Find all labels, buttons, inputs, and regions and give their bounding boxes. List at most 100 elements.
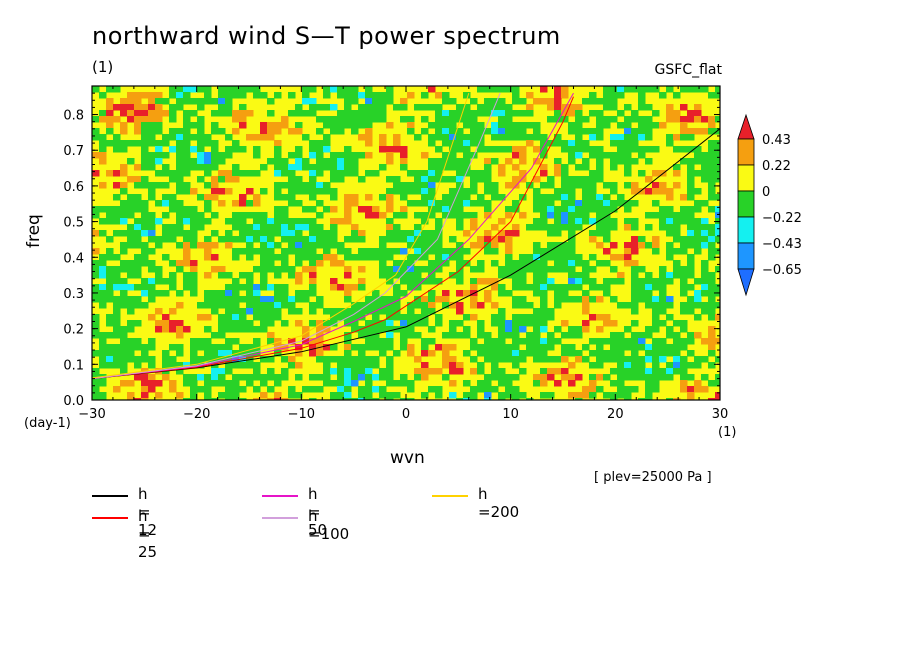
y-tick-label: 0.4 xyxy=(63,251,84,266)
heatmap-cell xyxy=(694,332,702,339)
heatmap-cell xyxy=(491,110,499,117)
heatmap-cell xyxy=(407,302,415,309)
heatmap-cell xyxy=(337,392,345,399)
heatmap-cell xyxy=(267,128,275,135)
heatmap-cell xyxy=(232,392,240,399)
heatmap-cell xyxy=(232,284,240,291)
heatmap-cell xyxy=(442,194,450,201)
heatmap-cell xyxy=(631,284,639,291)
heatmap-cell xyxy=(260,308,268,315)
heatmap-cell xyxy=(631,290,639,297)
heatmap-cell xyxy=(484,332,492,339)
heatmap-cell xyxy=(309,290,317,297)
heatmap-cell xyxy=(246,86,254,93)
heatmap-cell xyxy=(456,254,464,261)
heatmap-cell xyxy=(323,134,331,141)
heatmap-cell xyxy=(344,86,352,93)
heatmap-cell xyxy=(246,374,254,381)
heatmap-cell xyxy=(491,86,499,93)
heatmap-cell xyxy=(288,356,296,363)
heatmap-cell xyxy=(337,260,345,267)
heatmap-cell xyxy=(288,92,296,99)
heatmap-cell xyxy=(582,158,590,165)
heatmap-cell xyxy=(92,86,100,93)
curve-100-neg xyxy=(92,292,386,380)
heatmap-cell xyxy=(428,260,436,267)
heatmap-cell xyxy=(449,128,457,135)
heatmap-cell xyxy=(358,236,366,243)
heatmap-cell xyxy=(680,356,688,363)
heatmap-cell xyxy=(624,392,632,399)
heatmap-cell xyxy=(295,278,303,285)
heatmap-cell xyxy=(337,374,345,381)
heatmap-cell xyxy=(554,356,562,363)
heatmap-cell xyxy=(428,158,436,165)
heatmap-cell xyxy=(351,92,359,99)
heatmap-cell xyxy=(351,170,359,177)
heatmap-cell xyxy=(274,158,282,165)
heatmap-cell xyxy=(190,266,198,273)
heatmap-cell xyxy=(134,302,142,309)
heatmap-cell xyxy=(470,98,478,105)
heatmap-cell xyxy=(407,344,415,351)
heatmap-cell xyxy=(568,284,576,291)
heatmap-cell xyxy=(281,122,289,129)
heatmap-cell xyxy=(456,362,464,369)
heatmap-cell xyxy=(631,344,639,351)
heatmap-cell xyxy=(449,206,457,213)
heatmap-cell xyxy=(666,104,674,111)
heatmap-cell xyxy=(519,152,527,159)
heatmap-cell xyxy=(505,86,513,93)
heatmap-cell xyxy=(428,368,436,375)
heatmap-cell xyxy=(589,98,597,105)
heatmap-cell xyxy=(596,362,604,369)
heatmap-cell xyxy=(631,374,639,381)
heatmap-cell xyxy=(694,248,702,255)
heatmap-cell xyxy=(379,110,387,117)
heatmap-cell xyxy=(680,374,688,381)
heatmap-cell xyxy=(288,152,296,159)
heatmap-cell xyxy=(540,356,548,363)
heatmap-cell xyxy=(127,200,135,207)
heatmap-cell xyxy=(407,92,415,99)
heatmap-cell xyxy=(463,164,471,171)
heatmap-cell xyxy=(204,236,212,243)
heatmap-cell xyxy=(645,242,653,249)
heatmap-cell xyxy=(351,122,359,129)
heatmap-field xyxy=(92,86,720,400)
heatmap-cell xyxy=(351,86,359,93)
heatmap-cell xyxy=(596,326,604,333)
heatmap-cell xyxy=(645,374,653,381)
heatmap-cell xyxy=(351,284,359,291)
heatmap-cell xyxy=(274,212,282,219)
heatmap-cell xyxy=(477,146,485,153)
heatmap-cell xyxy=(659,368,667,375)
heatmap-cell xyxy=(421,254,429,261)
heatmap-cell xyxy=(575,128,583,135)
heatmap-cell xyxy=(533,284,541,291)
heatmap-cell xyxy=(428,194,436,201)
heatmap-cell xyxy=(435,230,443,237)
heatmap-cell xyxy=(190,98,198,105)
heatmap-cell xyxy=(680,248,688,255)
heatmap-cell xyxy=(127,98,135,105)
heatmap-cell xyxy=(715,230,720,237)
colorbar-segment xyxy=(737,164,755,192)
heatmap-cell xyxy=(386,362,394,369)
heatmap-cell xyxy=(92,368,100,375)
heatmap-cell xyxy=(274,296,282,303)
heatmap-cell xyxy=(309,302,317,309)
heatmap-cell xyxy=(309,206,317,213)
heatmap-cell xyxy=(120,182,128,189)
heatmap-cell xyxy=(309,98,317,105)
heatmap-cell xyxy=(148,284,156,291)
heatmap-cell xyxy=(351,164,359,171)
heatmap-cell xyxy=(421,392,429,399)
heatmap-cell xyxy=(323,92,331,99)
heatmap-cell xyxy=(575,296,583,303)
heatmap-cell xyxy=(134,338,142,345)
heatmap-cell xyxy=(176,362,184,369)
heatmap-cell xyxy=(463,152,471,159)
heatmap-cell xyxy=(575,332,583,339)
heatmap-cell xyxy=(624,218,632,225)
